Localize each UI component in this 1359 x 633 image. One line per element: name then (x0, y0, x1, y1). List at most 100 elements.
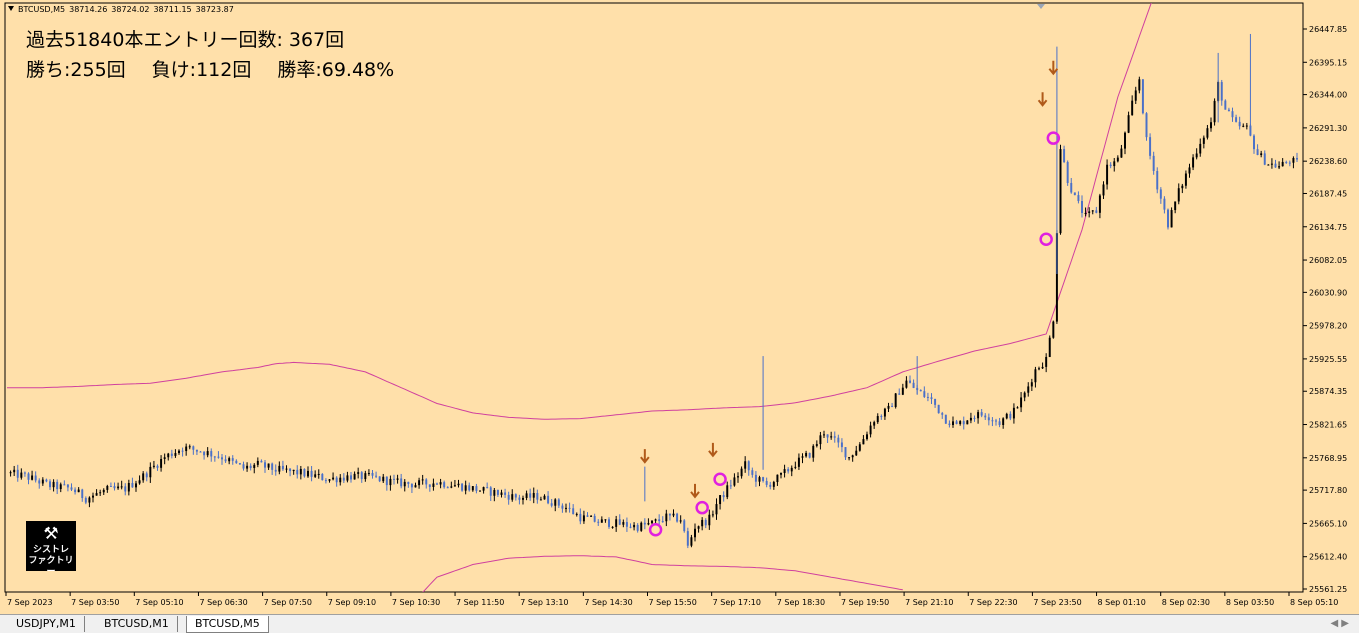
candle-body (765, 480, 768, 485)
candle-body (754, 474, 757, 482)
candle-body (1023, 392, 1026, 398)
candlestick (1120, 144, 1123, 158)
candle-body (1152, 155, 1155, 171)
candlestick (539, 496, 542, 501)
candlestick (1131, 95, 1134, 116)
candlestick (41, 477, 44, 486)
candlestick (20, 468, 23, 480)
chart-area[interactable]: 26447.85 26395.15 26344.00 26291.30 26238.60… (0, 0, 1359, 614)
tab-btcusd-m1[interactable]: BTCUSD,M1 (96, 616, 178, 632)
candlestick (436, 482, 438, 485)
candlestick (643, 518, 646, 530)
candle-body (34, 475, 37, 481)
candle-body (217, 456, 220, 458)
candle-body (1278, 166, 1281, 168)
candle-body (744, 461, 747, 469)
candlestick (776, 474, 779, 486)
plot-frame (4, 2, 1304, 593)
candlestick (697, 525, 700, 533)
candlestick (66, 484, 69, 492)
candlestick (622, 519, 625, 528)
candle-body (400, 478, 403, 487)
candlestick (206, 447, 209, 458)
candle-body (1027, 386, 1030, 393)
candle-body (203, 451, 206, 456)
candle-body (905, 380, 908, 388)
candlestick (256, 457, 259, 468)
candlestick (1274, 159, 1277, 168)
candle-body (529, 493, 532, 498)
candle-body (1260, 153, 1263, 156)
candle-body (156, 465, 159, 468)
candlestick (185, 443, 188, 456)
candle-body (934, 398, 937, 405)
candlestick (296, 465, 299, 479)
candle-body (701, 519, 704, 527)
candle-body (407, 481, 410, 484)
candle-body (514, 494, 517, 498)
candle-body (1073, 192, 1076, 196)
candle-body (1030, 382, 1033, 387)
candlestick (49, 479, 51, 491)
candle-body (1242, 125, 1245, 127)
candlestick (608, 517, 610, 529)
price-chart[interactable]: 26447.85 26395.15 26344.00 26291.30 26238.60… (0, 0, 1359, 614)
candlestick (274, 464, 277, 476)
candlestick (858, 442, 861, 452)
candle-body (1184, 173, 1187, 186)
candlestick (127, 479, 130, 496)
candlestick (439, 478, 442, 489)
candle-body (543, 495, 546, 500)
tab-usdjpy-m1[interactable]: USDJPY,M1 (8, 616, 85, 632)
candlestick (120, 480, 123, 490)
candlestick (758, 475, 761, 487)
candlestick (321, 473, 324, 481)
candle-body (1052, 321, 1055, 338)
win-rate-text: 勝率:69.48% (277, 59, 395, 81)
candle-body (249, 465, 252, 468)
candlestick (808, 452, 811, 459)
candle-body (697, 526, 700, 529)
tab-btcusd-m5[interactable]: BTCUSD,M5 (186, 616, 269, 633)
candle-body (109, 485, 112, 487)
candlestick (873, 420, 876, 429)
candle-body (135, 483, 137, 488)
candle-body (321, 473, 324, 481)
candle-body (378, 476, 381, 482)
candle-body (393, 478, 395, 480)
dropdown-triangle-icon[interactable] (8, 6, 14, 11)
y-tick-label: 25978.20 (1309, 322, 1347, 331)
candlestick (163, 453, 166, 465)
candle-body (1034, 369, 1037, 383)
candlestick (647, 518, 650, 526)
y-tick-label: 25925.55 (1309, 355, 1347, 364)
candle-body (145, 473, 148, 478)
candle-body (23, 472, 26, 474)
candle-body (787, 469, 790, 472)
candlestick (1124, 131, 1126, 155)
candlestick (403, 479, 406, 492)
candlestick (113, 482, 116, 491)
candlestick (891, 402, 894, 408)
candle-body (84, 498, 87, 503)
candlestick (228, 456, 231, 465)
candle-body (396, 478, 399, 480)
candlestick (45, 478, 48, 483)
tab-scroll-arrows[interactable]: ◀ ▶ (1330, 618, 1349, 629)
candle-body (1077, 195, 1080, 202)
candlestick (719, 495, 722, 510)
candle-body (1145, 113, 1148, 138)
candle-body (948, 423, 951, 426)
candle-body (582, 515, 585, 522)
candlestick (1141, 79, 1144, 115)
candlestick (575, 512, 578, 517)
candlestick (1034, 366, 1037, 388)
candle-body (862, 439, 865, 445)
y-tick-label: 26082.05 (1309, 256, 1347, 265)
candlestick (124, 483, 127, 496)
candle-body (41, 479, 44, 484)
candlestick (496, 489, 499, 497)
candle-body (1116, 157, 1119, 162)
candlestick (844, 447, 847, 460)
candlestick (679, 515, 682, 524)
